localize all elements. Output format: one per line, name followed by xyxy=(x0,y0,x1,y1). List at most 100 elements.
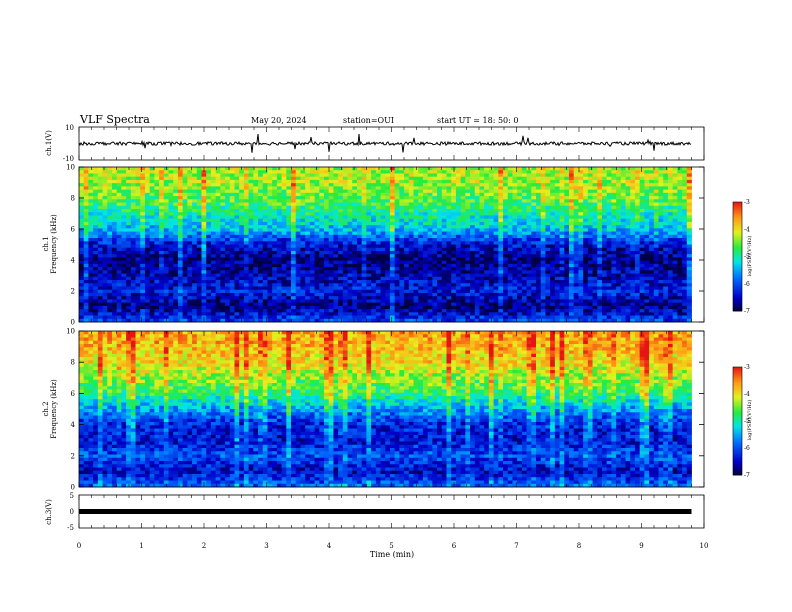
spectrogram-cell xyxy=(441,183,447,187)
spectrogram-cell xyxy=(484,299,490,304)
spectrogram-cell xyxy=(413,218,419,223)
spectrogram-cell xyxy=(248,179,254,184)
spectrogram-cell xyxy=(531,183,537,187)
spectrogram-cell xyxy=(413,228,419,232)
spectrogram-cell xyxy=(484,312,490,316)
spectrogram-cell xyxy=(253,273,259,278)
spectrogram-cell xyxy=(121,205,127,210)
spectrogram-cell xyxy=(319,250,325,255)
spectrogram-cell xyxy=(427,267,433,271)
spectrogram-cell xyxy=(144,270,151,274)
spectrogram-cell xyxy=(149,231,155,236)
spectrogram-cell xyxy=(102,208,108,213)
spectrogram-cell xyxy=(342,225,348,229)
spectrogram-cell xyxy=(177,202,184,207)
spectrogram-cell xyxy=(121,167,127,171)
spectrogram-cell xyxy=(521,280,527,284)
spectrogram-cell xyxy=(239,231,245,236)
spectrogram-cell xyxy=(225,267,231,271)
spectrogram-cell xyxy=(229,170,235,174)
spectrogram-cell xyxy=(201,189,207,194)
spectrogram-cell xyxy=(116,270,122,274)
spectrogram-cell xyxy=(102,212,108,216)
spectrogram-cell xyxy=(352,205,358,210)
spectrogram-cell xyxy=(371,254,377,258)
spectrogram-cell xyxy=(451,202,457,207)
spectrogram-cell xyxy=(503,254,509,258)
spectrogram-cell xyxy=(531,221,537,226)
spectrogram-cell xyxy=(314,176,320,181)
spectrogram-cell xyxy=(281,225,287,229)
spectrogram-cell xyxy=(258,302,264,307)
spectrogram-cell xyxy=(361,228,367,232)
spectrogram-cell xyxy=(408,299,414,304)
spectrogram-cell xyxy=(422,247,429,252)
spectrogram-cell xyxy=(536,202,542,207)
spectrogram-cell xyxy=(389,173,396,178)
spectrogram-cell xyxy=(314,212,320,216)
spectrogram-cell xyxy=(276,231,282,236)
spectrogram-cell xyxy=(470,260,476,265)
spectrogram-cell xyxy=(187,225,193,229)
spectrogram-cell xyxy=(493,305,499,310)
spectrogram-cell xyxy=(177,179,184,184)
spectrogram-cell xyxy=(512,231,518,236)
spectrogram-cell xyxy=(182,315,188,320)
spectrogram-cell xyxy=(540,234,546,239)
spectrogram-cell xyxy=(215,186,221,191)
spectrogram-cell xyxy=(408,231,414,236)
spectrogram-cell xyxy=(498,283,504,287)
spectrogram-cell xyxy=(107,183,113,187)
spectrogram-cell xyxy=(309,292,315,297)
spectrogram-cell xyxy=(144,280,151,284)
spectrogram-cell xyxy=(126,173,132,178)
spectrogram-cell xyxy=(479,260,485,265)
spectrogram-cell xyxy=(196,267,202,271)
spectrogram-cell xyxy=(521,199,527,203)
spectrogram-cell xyxy=(333,263,339,268)
spectrogram-cell xyxy=(512,286,518,291)
spectrogram-cell xyxy=(460,170,466,174)
spectrogram-cell xyxy=(305,254,311,258)
spectrogram-cell xyxy=(479,218,485,223)
spectrogram-cell xyxy=(121,315,127,320)
spectrogram-cell xyxy=(493,167,499,171)
spectrogram-cell xyxy=(526,238,532,242)
spectrogram-cell xyxy=(324,283,330,287)
spectrogram-cell xyxy=(140,192,146,197)
spectrogram-cell xyxy=(210,186,217,191)
spectrogram-cell xyxy=(333,179,339,184)
spectrogram-cell xyxy=(182,173,188,178)
spectrogram-cell xyxy=(79,247,85,252)
spectrogram-cell xyxy=(352,189,358,194)
spectrogram-cell xyxy=(413,296,419,300)
spectrogram-cell xyxy=(187,183,193,187)
spectrogram-cell xyxy=(559,179,565,184)
spectrogram-cell xyxy=(149,221,155,226)
spectrogram-cell xyxy=(338,225,344,229)
spectrogram-cell xyxy=(111,309,118,313)
spectrogram-cell xyxy=(83,189,89,194)
spectrogram-cell xyxy=(234,212,240,216)
spectrogram-cell xyxy=(550,208,556,213)
spectrogram-cell xyxy=(102,318,108,323)
spectrogram-cell xyxy=(107,270,113,274)
spectrogram-cell xyxy=(286,225,292,229)
spectrogram-cell xyxy=(366,167,372,171)
spectrogram-cell xyxy=(239,212,245,216)
spectrogram-cell xyxy=(408,312,414,316)
spectrogram-cell xyxy=(291,183,297,187)
spectrogram-cell xyxy=(239,215,245,220)
spectrogram-cell xyxy=(149,263,155,268)
spectrogram-cell xyxy=(554,208,560,213)
spectrogram-cell xyxy=(437,231,443,236)
spectrogram-cell xyxy=(356,302,363,307)
spectrogram-cell xyxy=(206,218,212,223)
spectrogram-cell xyxy=(352,241,358,245)
spectrogram-cell xyxy=(210,296,217,300)
spectrogram-cell xyxy=(503,267,509,271)
spectrogram-cell xyxy=(517,309,523,313)
spectrogram-cell xyxy=(220,179,226,184)
spectrogram-cell xyxy=(437,257,443,262)
spectrogram-cell xyxy=(187,179,193,184)
